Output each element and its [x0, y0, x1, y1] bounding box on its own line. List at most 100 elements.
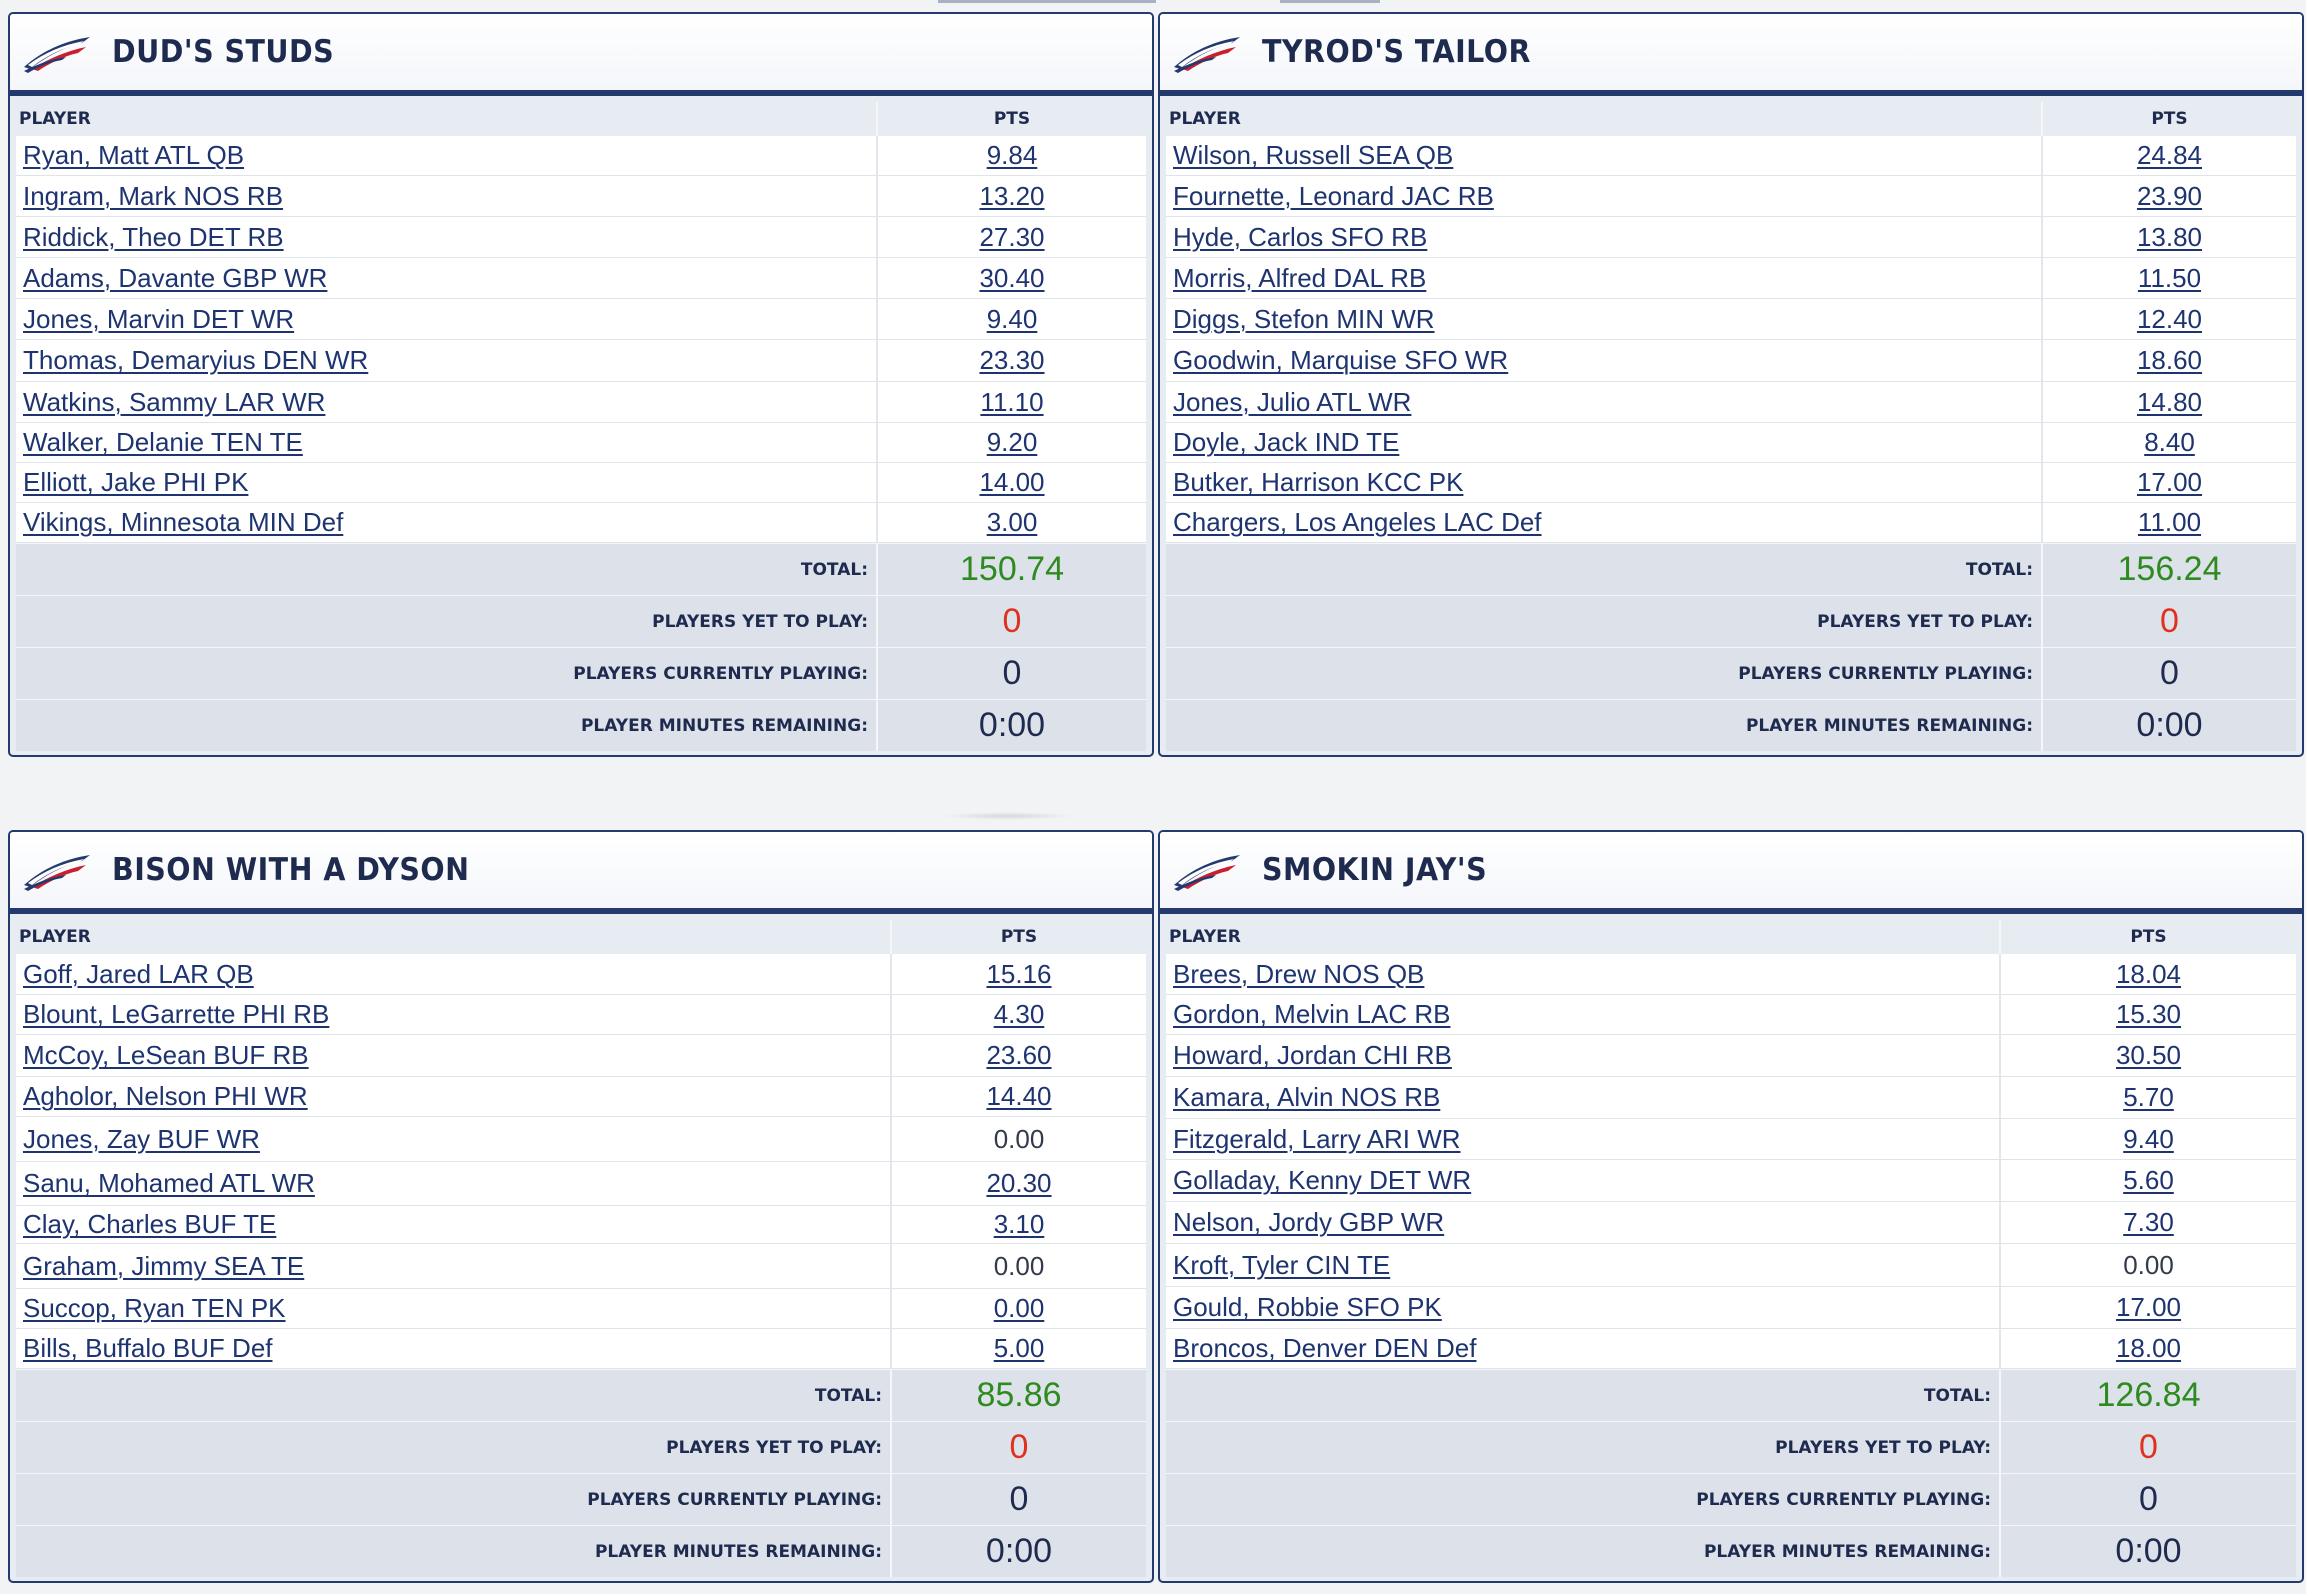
pts-cell: 9.40 — [2001, 1119, 2296, 1159]
player-link[interactable]: Diggs, Stefon MIN WR — [1173, 303, 1435, 334]
pts-link[interactable]: 15.30 — [2115, 999, 2182, 1029]
roster-table: PLAYER PTS Brees, Drew NOS QB 18.04 Gordon… — [1160, 914, 2302, 1581]
pts-link[interactable]: 5.60 — [2123, 1165, 2174, 1195]
pts-link[interactable]: 5.00 — [993, 1333, 1045, 1363]
pts-link[interactable]: 23.30 — [979, 345, 1045, 375]
table-row: Watkins, Sammy LAR WR 11.10 — [16, 382, 1146, 423]
player-link[interactable]: Elliott, Jake PHI PK — [23, 467, 249, 497]
player-link[interactable]: Morris, Alfred DAL RB — [1173, 262, 1427, 293]
pts-link[interactable]: 7.30 — [2123, 1207, 2174, 1237]
player-link[interactable]: Agholor, Nelson PHI WR — [23, 1081, 308, 1111]
player-link[interactable]: Hyde, Carlos SFO RB — [1173, 221, 1428, 252]
player-link[interactable]: Jones, Julio ATL WR — [1173, 386, 1412, 417]
player-link[interactable]: Howard, Jordan CHI RB — [1173, 1040, 1452, 1070]
minutes-remaining-label: PLAYER MINUTES REMAINING: — [1166, 700, 2043, 751]
pts-link[interactable]: 12.40 — [2136, 303, 2203, 334]
pts-link[interactable]: 15.16 — [986, 958, 1052, 989]
pts-link[interactable]: 9.40 — [2123, 1123, 2174, 1154]
player-link[interactable]: Thomas, Demaryius DEN WR — [23, 345, 369, 375]
pts-link[interactable]: 17.00 — [2136, 467, 2203, 497]
pts-link[interactable]: 17.00 — [2115, 1292, 2182, 1322]
player-link[interactable]: Kroft, Tyler CIN TE — [1173, 1249, 1391, 1280]
pts-link[interactable]: 30.50 — [2115, 1040, 2182, 1070]
player-link[interactable]: Jones, Zay BUF WR — [23, 1123, 260, 1154]
player-link[interactable]: Wilson, Russell SEA QB — [1173, 140, 1454, 170]
player-cell: Goff, Jared LAR QB — [16, 954, 892, 994]
pts-link[interactable]: 27.30 — [979, 221, 1045, 252]
player-cell: Chargers, Los Angeles LAC Def — [1166, 503, 2043, 542]
pts-link[interactable]: 4.30 — [993, 999, 1045, 1029]
pts-link[interactable]: 24.84 — [2136, 140, 2203, 170]
player-link[interactable]: Blount, LeGarrette PHI RB — [23, 999, 330, 1029]
pts-cell: 3.00 — [878, 503, 1146, 542]
player-link[interactable]: Doyle, Jack IND TE — [1173, 427, 1400, 457]
pts-link[interactable]: 13.20 — [979, 180, 1045, 211]
pts-link[interactable]: 9.84 — [986, 140, 1038, 170]
player-link[interactable]: Nelson, Jordy GBP WR — [1173, 1207, 1445, 1237]
player-link[interactable]: Succop, Ryan TEN PK — [23, 1293, 286, 1323]
player-cell: McCoy, LeSean BUF RB — [16, 1035, 892, 1076]
player-link[interactable]: Bills, Buffalo BUF Def — [23, 1333, 273, 1363]
pts-link[interactable]: 0.00 — [993, 1293, 1045, 1323]
player-link[interactable]: Walker, Delanie TEN TE — [23, 427, 303, 457]
pts-link[interactable]: 5.70 — [2123, 1082, 2174, 1112]
pts-cell: 9.20 — [878, 423, 1146, 462]
player-link[interactable]: Broncos, Denver DEN Def — [1173, 1333, 1477, 1363]
pts-link[interactable]: 8.40 — [2144, 427, 2195, 457]
player-link[interactable]: Goodwin, Marquise SFO WR — [1173, 345, 1509, 375]
table-row: Elliott, Jake PHI PK 14.00 — [16, 463, 1146, 503]
currently-playing-label: PLAYERS CURRENTLY PLAYING: — [16, 1474, 892, 1525]
pts-link[interactable]: 14.40 — [986, 1081, 1052, 1111]
pts-link[interactable]: 11.50 — [2137, 262, 2202, 293]
player-link[interactable]: Ingram, Mark NOS RB — [23, 180, 284, 211]
pts-link[interactable]: 14.80 — [2136, 386, 2203, 417]
pts-link[interactable]: 14.00 — [979, 467, 1045, 497]
pts-link[interactable]: 3.10 — [993, 1209, 1045, 1239]
player-link[interactable]: Chargers, Los Angeles LAC Def — [1173, 507, 1542, 537]
pts-link[interactable]: 23.60 — [986, 1040, 1052, 1070]
team-header: TYROD'S TAILOR — [1160, 14, 2302, 96]
player-link[interactable]: Jones, Marvin DET WR — [23, 303, 295, 334]
pts-link[interactable]: 18.00 — [2115, 1333, 2182, 1363]
pts-value: 0.00 — [993, 1250, 1045, 1281]
table-row: Goff, Jared LAR QB 15.16 — [16, 954, 1146, 995]
player-link[interactable]: McCoy, LeSean BUF RB — [23, 1040, 309, 1070]
player-link[interactable]: Brees, Drew NOS QB — [1173, 958, 1425, 989]
player-link[interactable]: Fitzgerald, Larry ARI WR — [1173, 1123, 1461, 1154]
player-link[interactable]: Riddick, Theo DET RB — [23, 221, 284, 252]
yet-to-play-row: PLAYERS YET TO PLAY: 0 — [1166, 595, 2296, 647]
pts-link[interactable]: 18.60 — [2136, 345, 2203, 375]
pts-link[interactable]: 9.20 — [986, 427, 1038, 457]
minutes-remaining-value: 0:00 — [2115, 1532, 2182, 1570]
player-link[interactable]: Vikings, Minnesota MIN Def — [23, 507, 344, 537]
pts-cell: 3.10 — [892, 1206, 1146, 1243]
pts-link[interactable]: 11.10 — [980, 386, 1044, 417]
player-link[interactable]: Kamara, Alvin NOS RB — [1173, 1082, 1441, 1112]
player-link[interactable]: Ryan, Matt ATL QB — [23, 140, 245, 170]
player-link[interactable]: Sanu, Mohamed ATL WR — [23, 1168, 315, 1198]
player-link[interactable]: Gould, Robbie SFO PK — [1173, 1292, 1442, 1322]
pts-link[interactable]: 30.40 — [979, 262, 1045, 293]
player-link[interactable]: Watkins, Sammy LAR WR — [23, 386, 326, 417]
pts-link[interactable]: 9.40 — [986, 303, 1038, 334]
player-link[interactable]: Goff, Jared LAR QB — [23, 958, 254, 989]
pts-link[interactable]: 23.90 — [2136, 180, 2203, 211]
pts-link[interactable]: 20.30 — [986, 1168, 1052, 1198]
pts-link[interactable]: 3.00 — [986, 507, 1038, 537]
pts-link[interactable]: 18.04 — [2115, 958, 2182, 989]
player-link[interactable]: Clay, Charles BUF TE — [23, 1209, 277, 1239]
player-link[interactable]: Graham, Jimmy SEA TE — [23, 1250, 305, 1281]
player-cell: Hyde, Carlos SFO RB — [1166, 217, 2043, 257]
yet-to-play-label: PLAYERS YET TO PLAY: — [1166, 596, 2043, 647]
player-link[interactable]: Gordon, Melvin LAC RB — [1173, 999, 1451, 1029]
player-link[interactable]: Adams, Davante GBP WR — [23, 262, 328, 293]
player-link[interactable]: Butker, Harrison KCC PK — [1173, 467, 1464, 497]
pts-link[interactable]: 13.80 — [2136, 221, 2203, 252]
player-link[interactable]: Golladay, Kenny DET WR — [1173, 1165, 1472, 1195]
pts-link[interactable]: 11.00 — [2137, 507, 2202, 537]
pts-cell: 14.40 — [892, 1077, 1146, 1116]
player-link[interactable]: Fournette, Leonard JAC RB — [1173, 180, 1494, 211]
table-header-row: PLAYER PTS — [1166, 102, 2296, 136]
currently-playing-row: PLAYERS CURRENTLY PLAYING: 0 — [16, 1473, 1146, 1525]
league-logo-icon — [1174, 37, 1240, 73]
